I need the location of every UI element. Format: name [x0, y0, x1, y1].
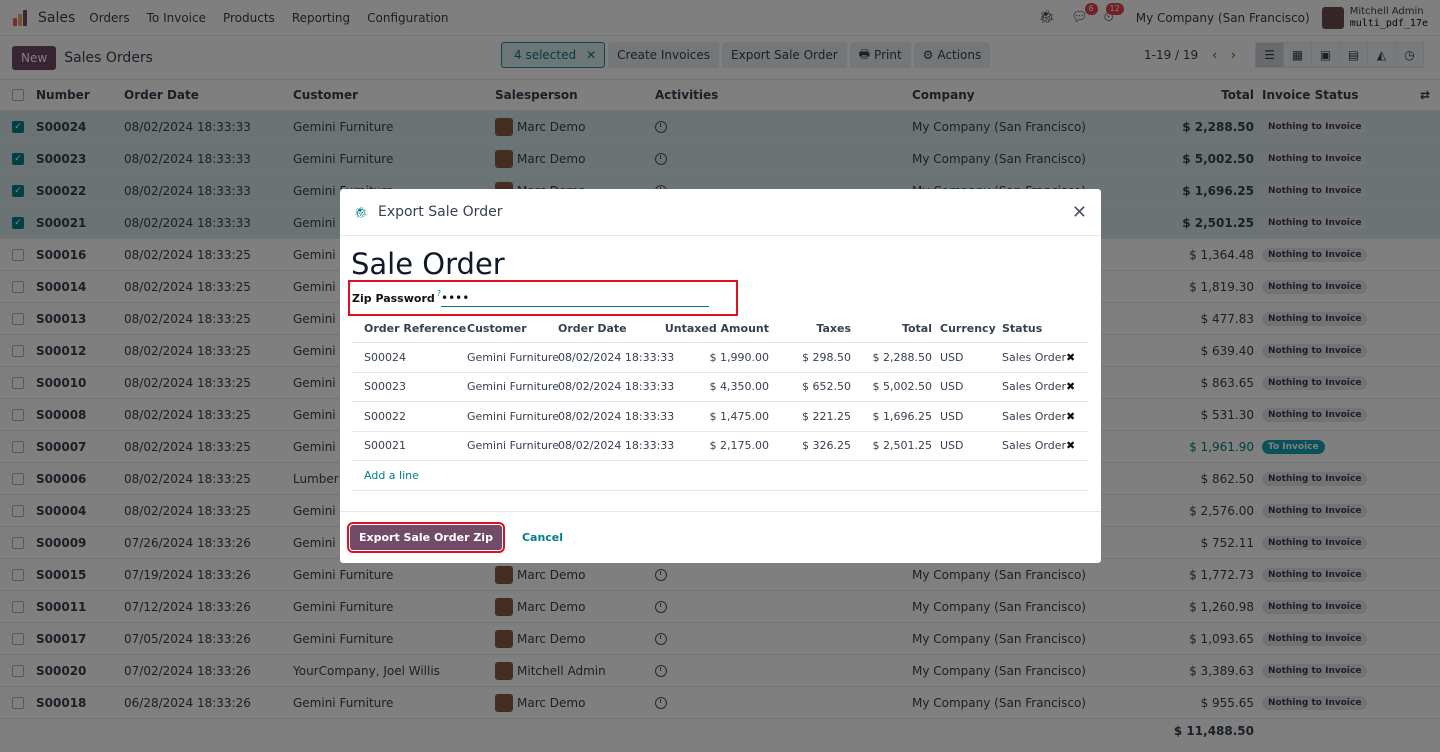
line-date: 08/02/2024 18:33:33: [558, 380, 675, 394]
line-date: 08/02/2024 18:33:33: [558, 439, 675, 453]
help-tooltip-icon[interactable]: ?: [436, 288, 442, 298]
zip-password-label: Zip Password: [352, 291, 435, 305]
line-untaxed: $ 1,990.00: [709, 350, 769, 364]
lines-header: Order Reference Customer Order Date Unta…: [352, 315, 1088, 343]
line-date: 08/02/2024 18:33:33: [558, 350, 675, 364]
delete-line-icon[interactable]: ✖: [1066, 409, 1076, 423]
line-total: $ 2,288.50: [872, 350, 932, 364]
export-zip-button[interactable]: Export Sale Order Zip: [347, 522, 505, 553]
col-currency: Currency: [940, 322, 996, 335]
line-customer: Gemini Furniture: [467, 409, 559, 423]
order-lines-table: Order Reference Customer Order Date Unta…: [352, 315, 1088, 491]
line-total: $ 1,696.25: [872, 409, 932, 423]
delete-line-icon[interactable]: ✖: [1066, 350, 1076, 364]
line-untaxed: $ 1,475.00: [709, 409, 769, 423]
export-sale-order-dialog: 🐞︎ Export Sale Order ✕ Sale Order Zip Pa…: [340, 189, 1101, 563]
line-reference: S00022: [364, 409, 406, 423]
line-status: Sales Order: [1002, 409, 1067, 423]
line-currency: USD: [940, 380, 964, 394]
record-heading: Sale Order: [351, 247, 505, 281]
col-order-date: Order Date: [558, 322, 627, 335]
line-total: $ 5,002.50: [872, 380, 932, 394]
line-taxes: $ 326.25: [802, 439, 851, 453]
line-status: Sales Order: [1002, 380, 1067, 394]
bug-icon: 🐞︎: [354, 205, 368, 219]
line-status: Sales Order: [1002, 350, 1067, 364]
line-status: Sales Order: [1002, 439, 1067, 453]
line-customer: Gemini Furniture: [467, 380, 559, 394]
order-line-row[interactable]: S00023 Gemini Furniture 08/02/2024 18:33:3…: [352, 373, 1088, 402]
line-customer: Gemini Furniture: [467, 350, 559, 364]
cancel-button[interactable]: Cancel: [521, 531, 564, 544]
modal-header: 🐞︎ Export Sale Order ✕: [340, 189, 1101, 236]
col-status: Status: [1002, 322, 1043, 335]
line-reference: S00023: [364, 380, 406, 394]
modal-footer: Export Sale Order Zip Cancel: [340, 511, 1101, 563]
order-line-row[interactable]: S00024 Gemini Furniture 08/02/2024 18:33:3…: [352, 343, 1088, 373]
line-taxes: $ 298.50: [802, 350, 851, 364]
col-total: Total: [901, 322, 932, 335]
line-reference: S00021: [364, 439, 406, 453]
line-currency: USD: [940, 409, 964, 423]
line-untaxed: $ 2,175.00: [709, 439, 769, 453]
line-customer: Gemini Furniture: [467, 439, 559, 453]
col-order-reference: Order Reference: [364, 322, 467, 335]
modal-title: Export Sale Order: [377, 204, 503, 220]
line-total: $ 2,501.25: [872, 439, 932, 453]
line-currency: USD: [940, 439, 964, 453]
delete-line-icon[interactable]: ✖: [1066, 439, 1076, 453]
line-untaxed: $ 4,350.00: [709, 380, 769, 394]
add-a-line-link[interactable]: Add a line: [364, 468, 419, 482]
delete-line-icon[interactable]: ✖: [1066, 380, 1076, 394]
line-currency: USD: [940, 350, 964, 364]
line-taxes: $ 652.50: [802, 380, 851, 394]
zip-password-input[interactable]: [441, 289, 709, 307]
order-line-row[interactable]: S00022 Gemini Furniture 08/02/2024 18:33:3…: [352, 402, 1088, 432]
line-reference: S00024: [364, 350, 406, 364]
col-untaxed-amount: Untaxed Amount: [664, 322, 769, 335]
col-taxes: Taxes: [816, 322, 851, 335]
close-icon[interactable]: ✕: [1071, 201, 1087, 223]
lines-body: S00024 Gemini Furniture 08/02/2024 18:33:3…: [352, 343, 1088, 461]
col-customer: Customer: [467, 322, 527, 335]
add-line-row: Add a line: [352, 461, 1088, 491]
line-date: 08/02/2024 18:33:33: [558, 409, 675, 423]
zip-password-field-group: Zip Password ?: [348, 280, 738, 316]
order-line-row[interactable]: S00021 Gemini Furniture 08/02/2024 18:33:3…: [352, 432, 1088, 461]
line-taxes: $ 221.25: [802, 409, 851, 423]
